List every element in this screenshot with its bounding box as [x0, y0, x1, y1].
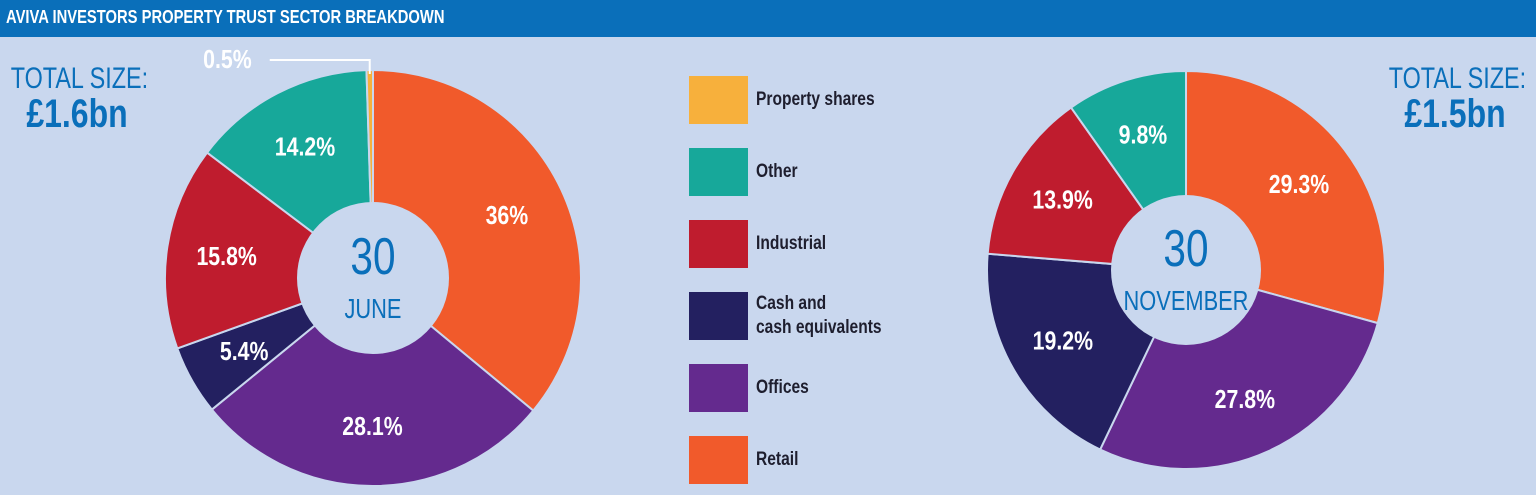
- pie-slice: [372, 68, 582, 412]
- total-size-november: TOTAL SIZE: £1.5bn: [1370, 62, 1536, 137]
- legend-swatch: [689, 292, 748, 340]
- center-label-day: 30: [1163, 219, 1208, 277]
- slice-label: 0.5%: [203, 45, 252, 75]
- legend-label: Retail: [756, 449, 799, 470]
- leader-line: [269, 59, 371, 75]
- pie-slice: [210, 276, 535, 487]
- slice-label: 36%: [486, 201, 529, 231]
- legend-label: Other: [756, 161, 798, 182]
- legend-item: Property shares: [689, 76, 949, 124]
- donut-chart: 36% 28.1% 5.4% 15.8% 14.2% 0.5% 30 JUNE: [164, 45, 582, 487]
- slice-label: 27.8%: [1215, 385, 1275, 415]
- legend-label: Cash and cash equivalents: [756, 293, 882, 338]
- donut-hole: [1111, 195, 1261, 345]
- chart-title: AVIVA INVESTORS PROPERTY TRUST SECTOR BR…: [6, 7, 445, 27]
- legend-item: Retail: [689, 436, 949, 484]
- center-label-month: JUNE: [345, 293, 402, 324]
- legend-swatch: [689, 148, 748, 196]
- slice-label: 13.9%: [1032, 186, 1092, 216]
- legend-swatch: [689, 76, 748, 124]
- total-size-label: TOTAL SIZE:: [10, 62, 149, 95]
- slice-label: 9.8%: [1119, 121, 1168, 151]
- legend-item: Industrial: [689, 220, 949, 268]
- legend-label: Offices: [756, 377, 809, 398]
- slice-label: 15.8%: [196, 242, 256, 272]
- legend-item: Cash and cash equivalents: [689, 292, 949, 340]
- total-size-value: £1.5bn: [1404, 92, 1506, 136]
- donut-hole: [297, 202, 449, 354]
- header-bar: AVIVA INVESTORS PROPERTY TRUST SECTOR BR…: [0, 0, 1536, 37]
- total-size-value: £1.6bn: [26, 92, 128, 136]
- slice-label: 19.2%: [1033, 327, 1093, 357]
- slice-label: 5.4%: [220, 337, 269, 367]
- legend-label: Property shares: [756, 89, 875, 110]
- center-label-month: NOVEMBER: [1124, 285, 1249, 316]
- total-size-june: TOTAL SIZE: £1.6bn: [0, 62, 162, 137]
- donut-chart: 29.3% 27.8% 19.2% 13.9% 9.8% 30 NOVEMBER: [986, 69, 1386, 470]
- pie-slice: [164, 151, 376, 350]
- legend-label: Industrial: [756, 233, 827, 254]
- total-size-label: TOTAL SIZE:: [1388, 62, 1527, 95]
- legend-item: Offices: [689, 364, 949, 412]
- center-label-day: 30: [350, 227, 395, 285]
- slice-label: 14.2%: [275, 133, 335, 163]
- slice-label: 29.3%: [1269, 170, 1329, 200]
- legend-swatch: [689, 436, 748, 484]
- slice-label: 28.1%: [342, 412, 402, 442]
- legend-swatch: [689, 364, 748, 412]
- legend-swatch: [689, 220, 748, 268]
- legend-item: Other: [689, 148, 949, 196]
